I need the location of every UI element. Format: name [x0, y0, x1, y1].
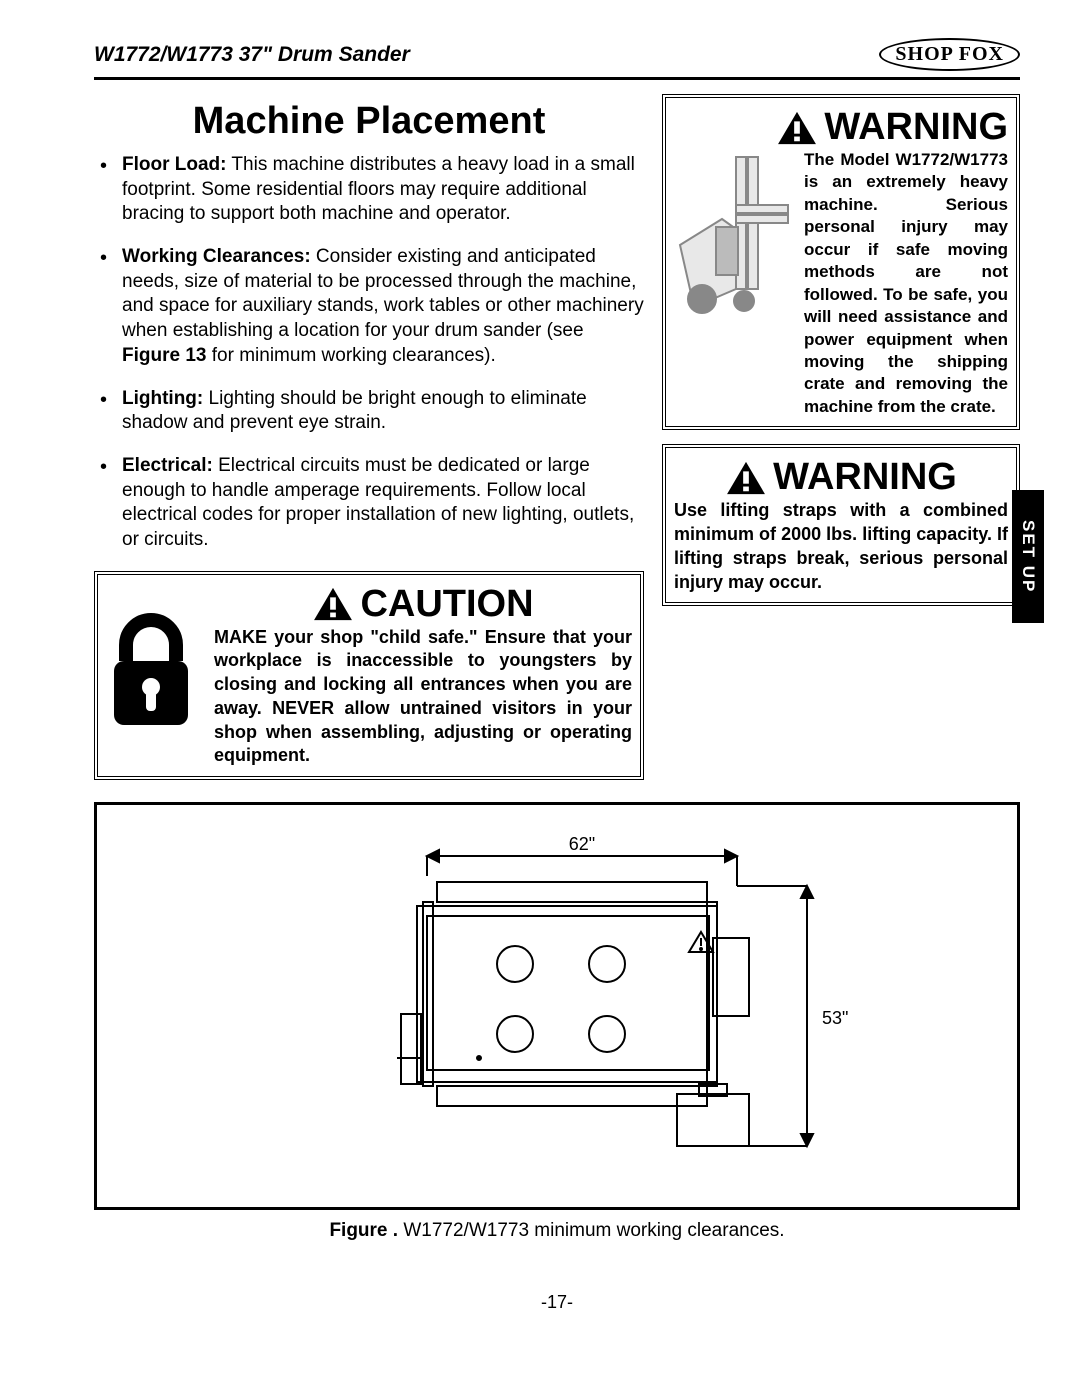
forklift-row: The Model W1772/W1773 is an extremely he…: [674, 149, 1008, 418]
forklift-icon: [674, 149, 794, 317]
bullet-text: for minimum working clearances).: [206, 345, 495, 366]
bullet-label: Lighting:: [122, 388, 203, 409]
figure-ref: Figure 13: [122, 345, 206, 366]
right-column: WARNING The Model W1772/W1773 is a: [662, 94, 1020, 620]
caution-text: MAKE your shop "child safe." Ensure that…: [214, 626, 632, 769]
warning-triangle-icon: [312, 586, 354, 622]
clearance-diagram: 62" 53": [247, 826, 867, 1186]
bullet-item: Lighting: Lighting should be bright enou…: [122, 387, 644, 436]
figure-text: W1772/W1773 minimum working clearances.: [398, 1220, 785, 1241]
lock-icon: [106, 611, 196, 731]
warning-triangle-icon: [776, 110, 818, 146]
clearance-diagram-box: 62" 53": [94, 802, 1020, 1210]
caution-head-text: CAUTION: [360, 583, 533, 626]
bullet-list: Floor Load: This machine distributes a h…: [94, 153, 644, 553]
main-columns: Machine Placement Floor Load: This machi…: [94, 94, 1020, 780]
bullet-label: Electrical:: [122, 455, 213, 476]
bullet-item: Electrical: Electrical circuits must be …: [122, 454, 644, 553]
warning-box-1: WARNING The Model W1772/W1773 is a: [662, 94, 1020, 430]
brand-logo: SHOP FOX: [879, 38, 1020, 71]
warning-triangle-icon: [725, 460, 767, 496]
warning-box-2: WARNING Use lifting straps with a combin…: [662, 444, 1020, 606]
caution-heading: CAUTION: [214, 583, 632, 626]
warning-heading: WARNING: [674, 106, 1008, 149]
warning-heading: WARNING: [674, 456, 1008, 499]
caution-box: CAUTION MAKE your shop "child safe." Ens…: [94, 571, 644, 781]
height-label: 53": [822, 1008, 848, 1028]
figure-label: Figure .: [329, 1220, 398, 1241]
section-title: Machine Placement: [94, 100, 644, 143]
warning-head-text: WARNING: [773, 456, 957, 499]
caution-content: CAUTION MAKE your shop "child safe." Ens…: [214, 583, 632, 769]
bullet-label: Working Clearances:: [122, 246, 311, 267]
bullet-label: Floor Load:: [122, 154, 226, 175]
warning-text: The Model W1772/W1773 is an extremely he…: [804, 149, 1008, 418]
header: W1772/W1773 37" Drum Sander SHOP FOX: [94, 38, 1020, 80]
side-tab: SET UP: [1012, 490, 1044, 623]
width-label: 62": [569, 834, 595, 854]
warning-text: Use lifting straps with a combined minim…: [674, 499, 1008, 594]
figure-caption: Figure . W1772/W1773 minimum working cle…: [94, 1220, 1020, 1242]
page-number: -17-: [94, 1292, 1020, 1313]
bullet-item: Floor Load: This machine distributes a h…: [122, 153, 644, 227]
left-column: Machine Placement Floor Load: This machi…: [94, 94, 644, 780]
warning-head-text: WARNING: [824, 106, 1008, 149]
header-title: W1772/W1773 37" Drum Sander: [94, 43, 410, 67]
bullet-item: Working Clearances: Consider existing an…: [122, 245, 644, 368]
